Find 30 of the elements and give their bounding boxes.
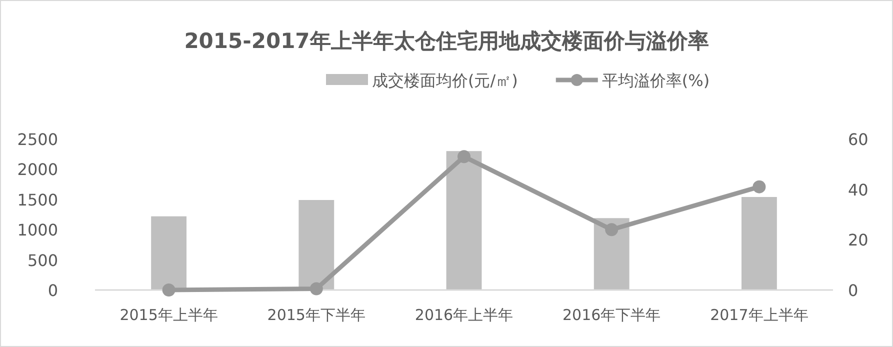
point (458, 150, 470, 164)
x-tick-label: 2015年下半年 (267, 306, 366, 324)
bar (741, 196, 777, 290)
x-tick-label: 2015年上半年 (120, 306, 218, 324)
point (605, 223, 618, 236)
bar (446, 151, 482, 290)
y2-tick-label: 0 (848, 281, 858, 300)
y2-tick-label: 20 (848, 230, 868, 250)
bar (298, 200, 334, 290)
legend-label: 成交楼面均价(元/㎡) (372, 71, 518, 90)
point (752, 180, 766, 194)
y-tick-label: 0 (48, 281, 58, 300)
chart-title: 2015-2017年上半年太仓住宅用地成交楼面价与溢价率 (184, 29, 709, 53)
legend-平均溢价率(%): 平均溢价率(%) (556, 71, 710, 90)
bar (594, 218, 630, 290)
point (162, 284, 176, 296)
x-tick-label: 2016年上半年 (414, 306, 514, 324)
point (310, 282, 323, 296)
y-tick-label: 500 (27, 250, 58, 270)
bar (151, 216, 187, 290)
x-tick-label: 2017年上半年 (710, 306, 808, 324)
y-tick-label: 1500 (17, 190, 58, 210)
legend-label: 平均溢价率(%) (602, 71, 710, 90)
y2-tick-label: 40 (848, 180, 868, 200)
legend-成交楼面均价(元/㎡): 成交楼面均价(元/㎡) (326, 71, 518, 90)
x-tick-label: 2016年下半年 (562, 306, 661, 324)
y2-tick-label: 60 (848, 130, 868, 149)
y-tick-label: 1000 (17, 220, 58, 240)
y-tick-label: 2000 (17, 160, 58, 180)
y-tick-label: 2500 (17, 130, 58, 149)
